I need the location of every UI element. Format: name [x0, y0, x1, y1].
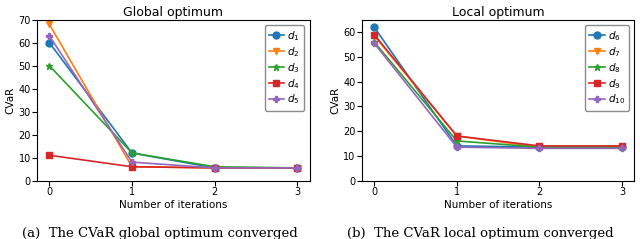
$d_8$ — [536, 146, 543, 149]
$d_3$ — [128, 152, 136, 154]
$d_4$ — [211, 166, 218, 169]
Line: $d_7$: $d_7$ — [371, 32, 625, 151]
$d_{10}$ — [618, 147, 626, 150]
$d_1$ — [211, 166, 218, 169]
Legend: $d_1$, $d_2$, $d_3$, $d_4$, $d_5$: $d_1$, $d_2$, $d_3$, $d_4$, $d_5$ — [264, 25, 305, 111]
$d_7$ — [371, 34, 378, 37]
$d_{10}$ — [453, 146, 461, 149]
$d_3$ — [45, 64, 53, 67]
$d_3$ — [293, 166, 301, 169]
$d_9$ — [371, 33, 378, 36]
Line: $d_8$: $d_8$ — [371, 38, 625, 151]
$d_{10}$ — [371, 42, 378, 45]
Text: (b)  The CVaR local optimum converged: (b) The CVaR local optimum converged — [347, 227, 613, 239]
$d_3$ — [211, 165, 218, 168]
$d_7$ — [536, 146, 543, 149]
X-axis label: Number of iterations: Number of iterations — [444, 200, 552, 210]
Title: Global optimum: Global optimum — [124, 5, 223, 19]
$d_4$ — [293, 166, 301, 169]
Text: (a)  The CVaR global optimum converged: (a) The CVaR global optimum converged — [22, 227, 298, 239]
Y-axis label: CVaR: CVaR — [330, 87, 340, 114]
$d_5$ — [45, 34, 53, 37]
Line: $d_6$: $d_6$ — [371, 24, 625, 151]
$d_{10}$ — [536, 147, 543, 150]
$d_9$ — [536, 144, 543, 147]
$d_7$ — [618, 146, 626, 149]
$d_1$ — [293, 166, 301, 169]
$d_1$ — [128, 152, 136, 154]
$d_2$ — [211, 166, 218, 169]
Line: $d_1$: $d_1$ — [46, 39, 301, 171]
$d_4$ — [45, 154, 53, 157]
$d_2$ — [128, 165, 136, 168]
$d_8$ — [371, 41, 378, 43]
X-axis label: Number of iterations: Number of iterations — [119, 200, 227, 210]
$d_8$ — [453, 140, 461, 142]
$d_9$ — [618, 144, 626, 147]
$d_6$ — [371, 26, 378, 29]
Line: $d_3$: $d_3$ — [46, 62, 301, 171]
Y-axis label: CVaR: CVaR — [6, 87, 15, 114]
$d_1$ — [45, 41, 53, 44]
$d_5$ — [293, 166, 301, 169]
$d_6$ — [618, 146, 626, 149]
$d_5$ — [211, 166, 218, 169]
$d_2$ — [293, 166, 301, 169]
Line: $d_4$: $d_4$ — [46, 152, 301, 171]
Line: $d_5$: $d_5$ — [46, 32, 301, 171]
$d_2$ — [45, 23, 53, 26]
Line: $d_2$: $d_2$ — [46, 21, 301, 171]
$d_5$ — [128, 161, 136, 163]
Title: Local optimum: Local optimum — [452, 5, 545, 19]
Line: $d_{10}$: $d_{10}$ — [371, 40, 625, 152]
Legend: $d_6$, $d_7$, $d_8$, $d_9$, $d_{10}$: $d_6$, $d_7$, $d_8$, $d_9$, $d_{10}$ — [585, 25, 629, 111]
$d_7$ — [453, 135, 461, 137]
$d_8$ — [618, 146, 626, 149]
$d_9$ — [453, 135, 461, 137]
$d_6$ — [536, 146, 543, 149]
$d_6$ — [453, 144, 461, 147]
Line: $d_9$: $d_9$ — [371, 31, 625, 149]
$d_4$ — [128, 165, 136, 168]
